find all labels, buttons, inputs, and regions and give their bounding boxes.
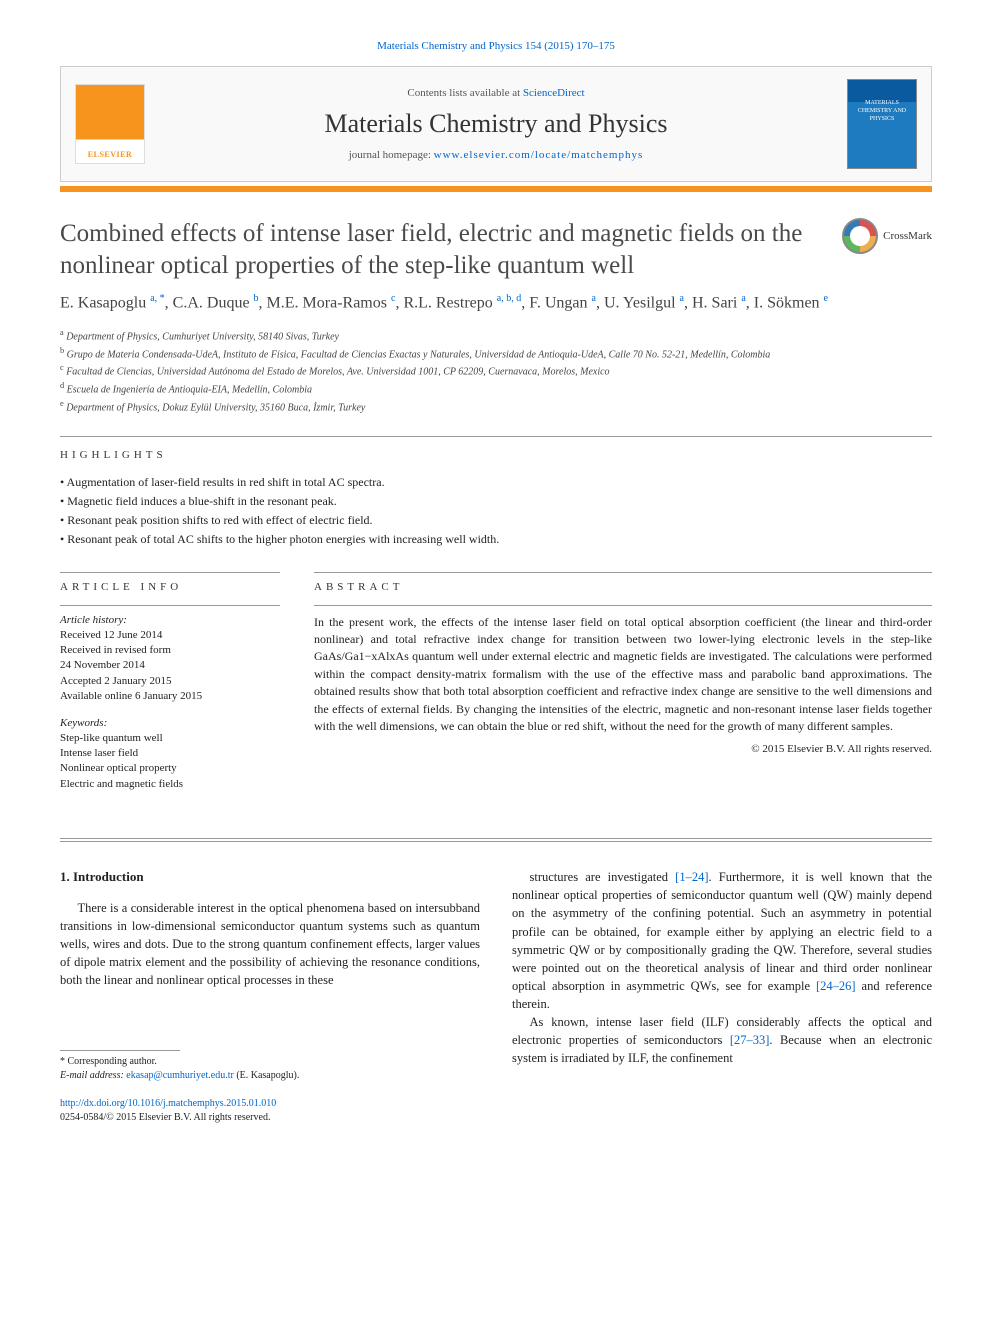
crossmark-icon (842, 218, 878, 254)
abstract-text: In the present work, the effects of the … (314, 614, 932, 736)
issn-line: 0254-0584/© 2015 Elsevier B.V. All right… (60, 1112, 270, 1123)
homepage-prefix: journal homepage: (349, 149, 434, 161)
footnote-separator (60, 1050, 180, 1051)
abstract-heading: ABSTRACT (314, 581, 932, 593)
ref-link-1-24[interactable]: [1–24] (675, 870, 708, 884)
journal-homepage: journal homepage: www.elsevier.com/locat… (159, 149, 833, 161)
intro-para-2: structures are investigated [1–24]. Furt… (512, 868, 932, 1013)
elsevier-logo: ELSEVIER (75, 84, 145, 164)
intro-heading: 1. Introduction (60, 868, 480, 887)
affiliations: a Department of Physics, Cumhuriyet Univ… (60, 327, 932, 416)
abstract-col: ABSTRACT In the present work, the effect… (314, 572, 932, 805)
intro-para-3: As known, intense laser field (ILF) cons… (512, 1013, 932, 1067)
intro-para-1: There is a considerable interest in the … (60, 899, 480, 990)
contents-prefix: Contents lists available at (407, 87, 522, 99)
title-row: Combined effects of intense laser field,… (60, 218, 932, 282)
highlight-item: Resonant peak of total AC shifts to the … (60, 530, 932, 549)
highlight-item: Resonant peak position shifts to red wit… (60, 511, 932, 530)
journal-cover-text: MATERIALS CHEMISTRY AND PHYSICS (858, 100, 906, 122)
highlights-list: Augmentation of laser-field results in r… (60, 473, 932, 550)
highlights-heading: HIGHLIGHTS (60, 449, 932, 461)
journal-homepage-link[interactable]: www.elsevier.com/locate/matchemphys (434, 149, 644, 161)
journal-name: Materials Chemistry and Physics (159, 109, 833, 139)
footnote-email: E-mail address: ekasap@cumhuriyet.edu.tr… (60, 1069, 480, 1083)
info-abstract-row: ARTICLE INFO Article history: Received 1… (60, 572, 932, 805)
contents-available: Contents lists available at ScienceDirec… (159, 87, 833, 99)
article-history: Received 12 June 2014Received in revised… (60, 628, 280, 705)
citation-line: Materials Chemistry and Physics 154 (201… (60, 40, 932, 52)
ref-link-27-33[interactable]: [27–33] (730, 1033, 770, 1047)
p2a: structures are investigated (530, 870, 676, 884)
doi-block: http://dx.doi.org/10.1016/j.matchemphys.… (60, 1097, 480, 1125)
keywords-list: Step-like quantum wellIntense laser fiel… (60, 731, 280, 793)
section-divider (60, 838, 932, 842)
ref-link-24-26[interactable]: [24–26] (816, 979, 856, 993)
email-label: E-mail address: (60, 1070, 126, 1081)
masthead-center: Contents lists available at ScienceDirec… (159, 87, 833, 161)
sciencedirect-link[interactable]: ScienceDirect (523, 87, 585, 99)
crossmark-label: CrossMark (883, 230, 932, 242)
keywords-label: Keywords: (60, 717, 280, 729)
orange-divider (60, 186, 932, 192)
crossmark-badge[interactable]: CrossMark (842, 218, 932, 254)
article-history-label: Article history: (60, 614, 280, 626)
elsevier-logo-text: ELSEVIER (88, 150, 132, 159)
abstract-copyright: © 2015 Elsevier B.V. All rights reserved… (314, 743, 932, 755)
article-title: Combined effects of intense laser field,… (60, 218, 824, 282)
journal-cover-thumb: MATERIALS CHEMISTRY AND PHYSICS (847, 79, 917, 169)
author-email-link[interactable]: ekasap@cumhuriyet.edu.tr (126, 1070, 234, 1081)
p2b: . Furthermore, it is well known that the… (512, 870, 932, 993)
body-columns: 1. Introduction There is a considerable … (60, 868, 932, 1124)
doi-link[interactable]: http://dx.doi.org/10.1016/j.matchemphys.… (60, 1098, 276, 1109)
highlight-item: Magnetic field induces a blue-shift in t… (60, 492, 932, 511)
email-suffix: (E. Kasapoglu). (234, 1070, 300, 1081)
article-info-heading: ARTICLE INFO (60, 581, 280, 593)
article-info-col: ARTICLE INFO Article history: Received 1… (60, 572, 280, 805)
masthead: ELSEVIER Contents lists available at Sci… (60, 66, 932, 182)
highlight-item: Augmentation of laser-field results in r… (60, 473, 932, 492)
authors: E. Kasapoglu a, *, C.A. Duque b, M.E. Mo… (60, 292, 932, 315)
corresponding-author: * Corresponding author. (60, 1055, 480, 1069)
